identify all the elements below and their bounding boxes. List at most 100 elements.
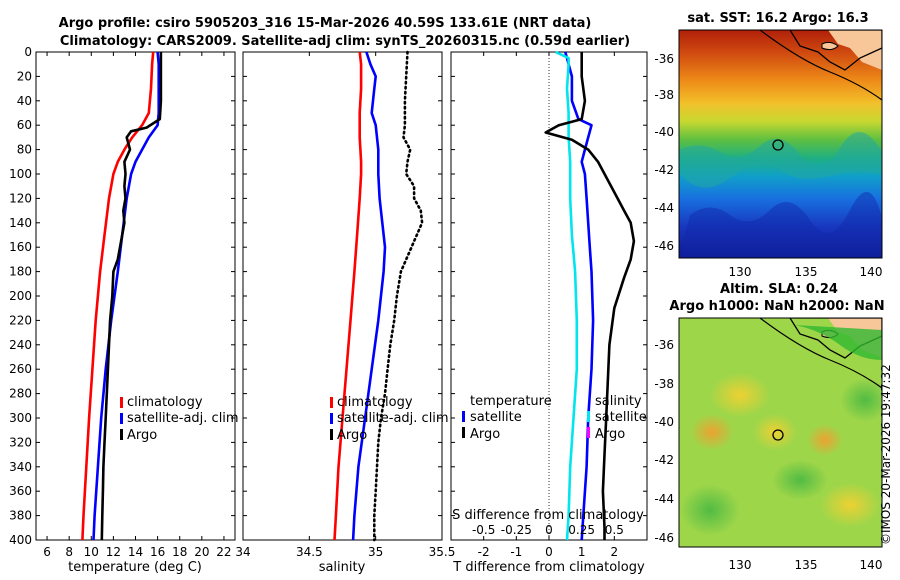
difference-depth-ticks: [451, 51, 647, 541]
sla-ytick-label: -40: [654, 415, 674, 429]
legend-swatch-satellite-salinity: [587, 411, 590, 422]
x-tick-label: 18: [172, 545, 187, 559]
salinity-difference-tick-label: 0.25: [568, 523, 595, 537]
sst-island: [821, 41, 839, 51]
series-line-climatology: [333, 51, 363, 541]
series-line-argo: [100, 52, 163, 541]
temperature-legend: climatology satellite-adj. clim Argo: [120, 395, 239, 443]
depth-tick-label: 360: [9, 484, 32, 498]
sla-xtick-label: 135: [795, 558, 818, 572]
sla-ytick-label: -46: [654, 531, 674, 545]
temperature-difference-xlabel: T difference from climatology: [452, 560, 645, 575]
depth-tick-label: 20: [17, 69, 32, 83]
x-tick-label: 12: [106, 545, 121, 559]
sst-map: sat. SST: 16.2 Argo: 16.3 -36 -38 -40 -4…: [654, 11, 883, 279]
legend-swatch-argo-temperature: [462, 427, 465, 438]
sla-ytick-label: -36: [654, 338, 674, 352]
series-line-satellite-adj-clim: [92, 51, 160, 541]
salinity-legend: climatology satellite-adj. clim Argo: [330, 395, 449, 443]
x-tick-label: 8: [65, 545, 73, 559]
sla-coastline: [789, 318, 882, 359]
temperature-xlabel: temperature (deg C): [68, 560, 202, 575]
legend-label-satellite: satellite-adj. clim: [127, 411, 239, 426]
legend-swatch-satellite: [330, 413, 333, 424]
legend-label-climatology: climatology: [127, 395, 203, 410]
legend-swatch-argo: [120, 429, 123, 440]
series-line-satellite-salinity: [554, 50, 579, 541]
sla-anomaly: [840, 378, 882, 422]
legend-swatch-argo-salinity: [587, 427, 590, 438]
sst-cold-band: [679, 191, 882, 258]
sla-ytick-label: -42: [654, 453, 674, 467]
depth-tick-label: 40: [17, 94, 32, 108]
sla-xtick-label: 140: [860, 558, 883, 572]
x-tick-label: -2: [478, 545, 490, 559]
x-tick-label: 20: [194, 545, 209, 559]
series-line-argo: [373, 50, 424, 542]
legend-label-satellite: satellite-adj. clim: [337, 411, 449, 426]
legend-label-satellite-salinity: satellite: [595, 410, 647, 425]
sla-map-image: [679, 318, 882, 547]
series-line-argo-temperature: [544, 52, 636, 540]
depth-tick-label: 60: [17, 118, 32, 132]
x-tick-label: 1: [578, 545, 586, 559]
difference-panel: -2 -1 0 1 2 S difference from climatology -0…: [450, 50, 648, 575]
depth-tick-label: 240: [9, 338, 32, 352]
salinity-panel: 34 34.5 35 35.5 salinity climatology satell…: [235, 50, 455, 575]
legend-heading-salinity: salinity: [595, 394, 642, 409]
sla-anomaly: [807, 424, 843, 456]
x-tick-label: 35.5: [429, 545, 456, 559]
sla-shelf-contour: [759, 318, 882, 389]
depth-tick-label: 140: [9, 216, 32, 230]
salinity-xlabel: salinity: [319, 560, 366, 575]
x-tick-label: 34: [235, 545, 250, 559]
figure-title-line1: Argo profile: csiro 5905203_316 15-Mar-2…: [59, 16, 592, 31]
sst-shelf-contour: [759, 30, 882, 101]
difference-lines: [544, 50, 636, 541]
sla-anomaly: [820, 483, 880, 527]
salinity-x-axis: 34 34.5 35 35.5: [235, 52, 455, 559]
sst-ytick-label: -36: [654, 52, 674, 66]
series-line-climatology: [81, 51, 155, 541]
sst-map-title: sat. SST: 16.2 Argo: 16.3: [687, 11, 868, 26]
temperature-lines: [81, 51, 163, 541]
sla-anomaly: [680, 484, 740, 536]
sla-map-frame: [678, 317, 883, 548]
sla-anomaly: [690, 414, 734, 450]
difference-legend-temperature: temperature satellite Argo: [462, 394, 552, 442]
temperature-x-axis: 6 8 10 12 14 16 18 20 22: [43, 52, 232, 559]
sst-ytick-label: -46: [654, 239, 674, 253]
salinity-difference-ticks: -0.5 -0.25 0 0.25 0.5: [472, 523, 624, 537]
depth-axis: 0 20 40 60 80 100 120 140 160 180 200 220 240 260 280 3…: [9, 45, 235, 547]
legend-swatch-satellite: [120, 413, 123, 424]
argo-float-marker: [772, 429, 784, 441]
legend-label-argo-temperature: Argo: [470, 427, 500, 442]
sla-anomaly: [710, 373, 770, 417]
sla-anomaly: [772, 460, 828, 500]
sst-map-image: [679, 30, 882, 258]
sst-map-frame: [678, 29, 883, 259]
sla-xtick-label: 130: [729, 558, 752, 572]
x-tick-label: 16: [150, 545, 165, 559]
figure-title-line2: Climatology: CARS2009. Satellite-adj cli…: [60, 34, 630, 49]
depth-tick-label: 80: [17, 143, 32, 157]
sst-front-band: [679, 131, 882, 188]
x-tick-label: 35: [368, 545, 383, 559]
legend-label-argo: Argo: [127, 428, 157, 443]
depth-tick-label: 340: [9, 460, 32, 474]
sst-xtick-label: 140: [860, 265, 883, 279]
depth-tick-label: 380: [9, 509, 32, 523]
depth-tick-label: 280: [9, 387, 32, 401]
legend-swatch-climatology: [330, 397, 333, 408]
salinity-depth-ticks: [243, 51, 442, 541]
depth-tick-label: 0: [24, 45, 32, 59]
depth-tick-label: 260: [9, 362, 32, 376]
x-tick-label: 2: [611, 545, 619, 559]
sst-ytick-label: -40: [654, 125, 674, 139]
salinity-difference-xlabel: S difference from climatology: [452, 508, 644, 523]
x-tick-label: 22: [216, 545, 231, 559]
sla-map: Altim. SLA: 0.24 Argo h1000: NaN h2000: …: [654, 282, 884, 572]
legend-swatch-argo: [330, 429, 333, 440]
depth-tick-label: 320: [9, 435, 32, 449]
